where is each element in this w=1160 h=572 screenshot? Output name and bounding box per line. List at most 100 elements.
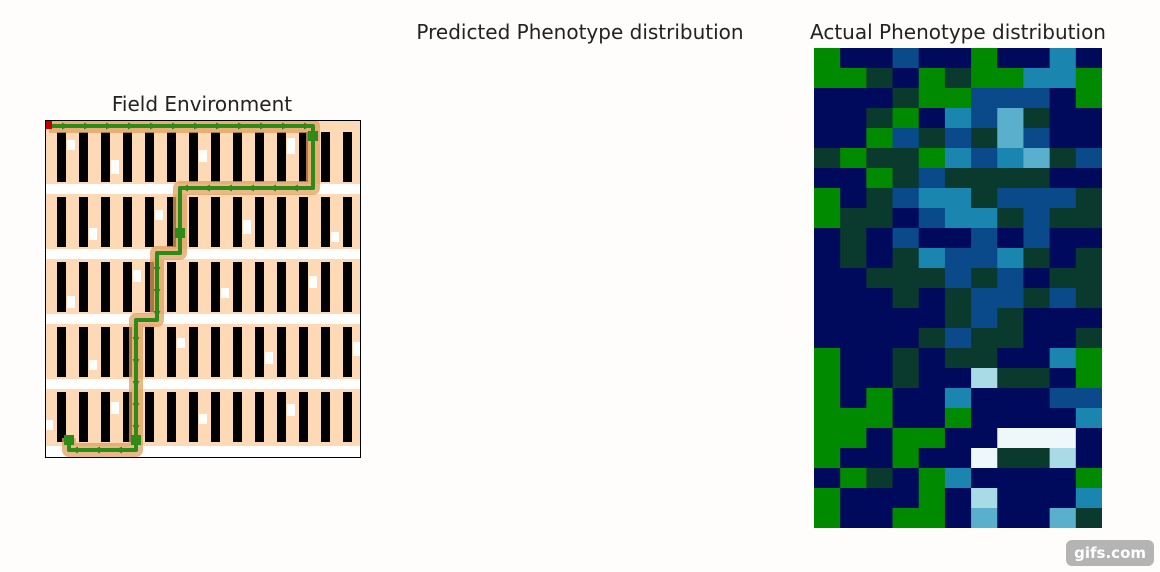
heatmap-cell <box>892 128 920 149</box>
arrow-head-icon <box>93 446 100 454</box>
heatmap-cell <box>892 88 920 109</box>
heatmap-cell <box>997 228 1025 249</box>
heatmap-cell <box>1075 348 1102 369</box>
heatmap-cell <box>997 428 1025 449</box>
arrow-head-icon <box>153 267 161 274</box>
heatmap-cell <box>1049 508 1077 528</box>
heatmap-cell <box>814 468 841 489</box>
heatmap-cell <box>997 68 1025 89</box>
heatmap-cell <box>1075 148 1102 169</box>
heatmap-cell <box>1023 248 1051 269</box>
heatmap-cell <box>944 228 972 249</box>
heatmap-cell <box>1023 108 1051 129</box>
heatmap-cell <box>971 508 998 528</box>
heatmap-cell <box>892 288 920 309</box>
heatmap-cell <box>814 348 841 369</box>
heatmap-cell <box>892 388 920 409</box>
heatmap-cell <box>944 468 972 489</box>
heatmap-cell <box>840 208 867 229</box>
heatmap-cell <box>997 468 1025 489</box>
heatmap-cell <box>866 168 894 189</box>
heatmap-cell <box>997 268 1025 289</box>
heatmap-cell <box>892 408 920 429</box>
heatmap-cell <box>1075 368 1102 389</box>
heatmap-cell <box>814 188 841 209</box>
arrow-head-icon <box>194 122 201 130</box>
heatmap-cell <box>944 48 972 69</box>
heatmap-cell <box>971 368 998 389</box>
heatmap-cell <box>1049 308 1077 329</box>
heatmap-cell <box>918 248 946 269</box>
heatmap-cell <box>1075 468 1102 489</box>
heatmap-cell <box>971 288 998 309</box>
heatmap-cell <box>814 68 841 89</box>
heatmap-cell <box>1049 168 1077 189</box>
heatmap-cell <box>997 288 1025 309</box>
heatmap-cell <box>814 108 841 129</box>
arrow-head-icon <box>62 122 69 130</box>
arrow-head-icon <box>132 381 140 388</box>
heatmap-cell <box>1049 328 1077 349</box>
heatmap-cell <box>892 308 920 329</box>
heatmap-cell <box>918 508 946 528</box>
heatmap-cell <box>997 108 1025 129</box>
heatmap-cell <box>1075 88 1102 109</box>
heatmap-cell <box>1075 48 1102 69</box>
arrow-head-icon <box>132 425 140 432</box>
heatmap-cell <box>1049 248 1077 269</box>
heatmap-cell <box>944 328 972 349</box>
heatmap-cell <box>1023 508 1051 528</box>
heatmap-cell <box>892 488 920 509</box>
heatmap-cell <box>892 188 920 209</box>
heatmap-cell <box>892 448 920 469</box>
heatmap-cell <box>944 428 972 449</box>
heatmap-cell <box>1023 288 1051 309</box>
heatmap-cell <box>918 188 946 209</box>
arrow-head-icon <box>71 446 78 454</box>
heatmap-cell <box>944 68 972 89</box>
heatmap-cell <box>971 388 998 409</box>
heatmap-cell <box>1023 228 1051 249</box>
heatmap-cell <box>1023 308 1051 329</box>
heatmap-cell <box>892 268 920 289</box>
heatmap-cell <box>866 408 894 429</box>
heatmap-cell <box>997 368 1025 389</box>
heatmap-cell <box>866 388 894 409</box>
square-marker-icon <box>131 435 141 445</box>
heatmap-cell <box>918 228 946 249</box>
heatmap-cell <box>840 188 867 209</box>
arrow-head-icon <box>115 446 122 454</box>
heatmap-cell <box>1075 488 1102 509</box>
arrow-head-icon <box>269 184 276 192</box>
heatmap-cell <box>918 168 946 189</box>
heatmap-cell <box>892 468 920 489</box>
heatmap-cell <box>840 408 867 429</box>
heatmap-cell <box>1049 228 1077 249</box>
heatmap-cell <box>971 248 998 269</box>
heatmap-cell <box>1075 448 1102 469</box>
heatmap-cell <box>1049 128 1077 149</box>
field-environment-title: Field Environment <box>111 92 293 116</box>
heatmap-cell <box>840 228 867 249</box>
heatmap-cell <box>918 368 946 389</box>
heatmap-cell <box>944 488 972 509</box>
heatmap-cell <box>866 368 894 389</box>
heatmap-cell <box>944 108 972 129</box>
heatmap-cell <box>997 148 1025 169</box>
heatmap-cell <box>944 128 972 149</box>
heatmap-cell <box>1075 228 1102 249</box>
arrow-head-icon <box>216 122 223 130</box>
square-marker-icon <box>175 228 185 238</box>
heatmap-cell <box>892 428 920 449</box>
heatmap-cell <box>1075 428 1102 449</box>
heatmap-cell <box>866 348 894 369</box>
heatmap-cell <box>918 448 946 469</box>
heatmap-cell <box>1049 188 1077 209</box>
heatmap-cell <box>866 108 894 129</box>
heatmap-cell <box>840 248 867 269</box>
heatmap-cell <box>814 508 841 528</box>
actual-distribution-title: Actual Phenotype distribution <box>810 20 1106 44</box>
heatmap-cell <box>997 488 1025 509</box>
heatmap-cell <box>944 168 972 189</box>
heatmap-cell <box>1023 408 1051 429</box>
